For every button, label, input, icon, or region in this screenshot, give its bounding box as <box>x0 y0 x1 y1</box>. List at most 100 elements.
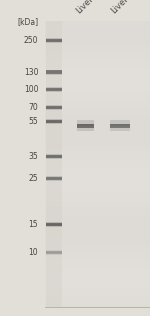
Bar <box>46 251 62 254</box>
Bar <box>45 107 150 112</box>
Bar <box>46 40 62 43</box>
Bar <box>45 278 150 283</box>
Bar <box>77 120 94 126</box>
Bar <box>46 38 62 41</box>
Text: Liver: Liver <box>109 0 130 16</box>
Bar <box>45 292 150 297</box>
Bar <box>45 21 150 26</box>
Bar <box>45 26 150 31</box>
Bar <box>45 112 150 117</box>
Bar <box>45 73 150 78</box>
Bar <box>45 135 150 140</box>
Bar <box>45 283 150 288</box>
Bar <box>45 145 150 150</box>
Text: 100: 100 <box>24 85 38 94</box>
Bar <box>46 70 62 74</box>
Bar <box>46 250 62 253</box>
Bar <box>46 252 62 255</box>
Bar <box>46 178 62 181</box>
Bar <box>110 124 130 128</box>
Bar <box>45 35 150 40</box>
Bar <box>45 78 150 83</box>
Bar <box>46 39 62 42</box>
Bar <box>45 140 150 145</box>
Bar <box>45 50 150 55</box>
Bar <box>46 155 62 158</box>
Bar <box>45 149 150 155</box>
Bar <box>45 102 150 107</box>
Bar <box>46 222 62 225</box>
Bar <box>45 154 150 159</box>
Bar <box>46 71 62 75</box>
Text: 25: 25 <box>29 174 38 183</box>
Bar <box>46 21 62 307</box>
Bar <box>45 31 150 36</box>
Bar <box>46 120 62 123</box>
Text: 35: 35 <box>28 152 38 161</box>
Bar <box>46 105 62 108</box>
Bar <box>45 197 150 202</box>
Text: 250: 250 <box>24 36 38 45</box>
Bar <box>45 221 150 226</box>
Bar <box>45 301 150 307</box>
Bar <box>45 225 150 230</box>
Bar <box>45 249 150 254</box>
Bar <box>46 89 62 92</box>
Bar <box>45 54 150 59</box>
Bar <box>45 121 150 126</box>
Bar <box>45 97 150 102</box>
Bar <box>46 224 62 227</box>
Bar <box>45 254 150 259</box>
Bar <box>77 124 94 128</box>
Bar <box>45 235 150 240</box>
Bar <box>46 70 62 73</box>
Bar <box>45 273 150 278</box>
Bar <box>45 69 150 74</box>
Bar <box>45 59 150 64</box>
Bar <box>45 21 150 307</box>
Bar <box>45 202 150 207</box>
Bar <box>45 187 150 192</box>
Bar <box>46 121 62 124</box>
Bar <box>45 88 150 93</box>
Bar <box>77 125 94 131</box>
Text: [kDa]: [kDa] <box>17 17 38 26</box>
Bar <box>45 40 150 45</box>
Bar <box>46 156 62 159</box>
Bar <box>45 164 150 169</box>
Bar <box>46 88 62 91</box>
Bar <box>45 240 150 245</box>
Text: Liver: Liver <box>74 0 95 16</box>
Bar <box>45 173 150 178</box>
Bar <box>45 45 150 50</box>
Bar <box>45 183 150 188</box>
Bar <box>46 154 62 157</box>
Bar <box>45 93 150 98</box>
Text: 15: 15 <box>29 220 38 229</box>
Bar <box>45 211 150 216</box>
Bar <box>46 177 62 180</box>
Text: 55: 55 <box>28 117 38 126</box>
Bar <box>45 64 150 69</box>
Bar <box>45 131 150 136</box>
Bar <box>110 125 130 131</box>
Bar <box>45 178 150 183</box>
Bar <box>45 192 150 197</box>
Text: 10: 10 <box>29 248 38 257</box>
Bar <box>45 287 150 292</box>
Text: 70: 70 <box>28 103 38 112</box>
Bar <box>45 297 150 302</box>
Bar <box>45 168 150 173</box>
Bar <box>45 206 150 211</box>
Bar <box>45 245 150 250</box>
Bar <box>45 268 150 273</box>
Bar <box>45 264 150 269</box>
Bar <box>46 107 62 110</box>
Bar <box>110 120 130 126</box>
Bar <box>46 223 62 226</box>
Bar <box>45 230 150 235</box>
Bar <box>46 119 62 122</box>
Bar <box>46 106 62 109</box>
Bar <box>45 259 150 264</box>
Bar <box>45 116 150 121</box>
